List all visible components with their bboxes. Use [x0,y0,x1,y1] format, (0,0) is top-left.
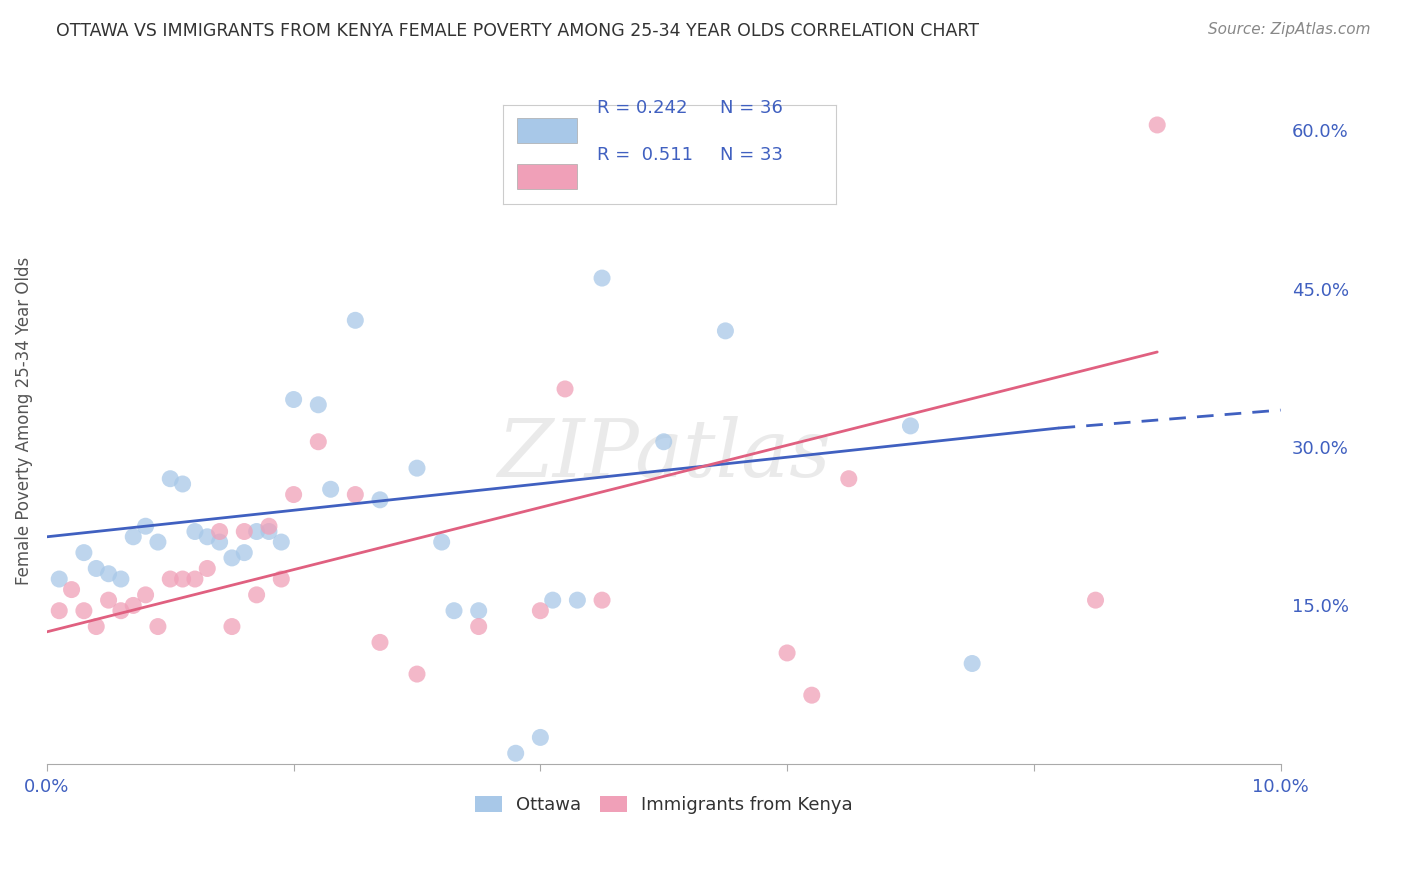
Point [195,561,218,575]
Point [246,588,269,602]
Point [567,593,589,607]
Point [48,572,70,586]
Point [406,461,429,475]
Point [307,434,329,449]
Point [221,619,243,633]
Point [505,746,527,760]
Point [122,530,145,544]
Point [838,472,860,486]
Point [368,635,391,649]
Point [208,535,231,549]
Point [270,535,292,549]
Point [344,313,367,327]
Point [1146,118,1168,132]
Point [60,582,83,597]
Y-axis label: Female Poverty Among 25-34 Year Olds: Female Poverty Among 25-34 Year Olds [15,257,32,585]
Point [97,566,120,581]
Point [135,588,157,602]
Point [233,524,256,539]
Point [184,524,207,539]
Point [221,550,243,565]
Point [529,731,551,745]
Point [135,519,157,533]
Point [257,519,280,533]
Point [283,487,305,501]
Point [319,483,342,497]
Point [84,619,107,633]
Point [443,604,465,618]
Point [73,546,96,560]
Point [195,530,218,544]
Point [652,434,675,449]
Text: ZIPatlas: ZIPatlas [496,417,831,493]
Point [554,382,576,396]
Point [159,572,181,586]
Point [541,593,564,607]
Point [529,604,551,618]
Point [307,398,329,412]
Point [172,477,194,491]
Text: Source: ZipAtlas.com: Source: ZipAtlas.com [1208,22,1371,37]
Point [122,599,145,613]
Point [246,524,269,539]
Point [146,619,169,633]
Legend: Ottawa, Immigrants from Kenya: Ottawa, Immigrants from Kenya [465,787,862,823]
Point [406,667,429,681]
Point [270,572,292,586]
Point [800,688,823,702]
Point [84,561,107,575]
Point [110,572,132,586]
Point [73,604,96,618]
Point [467,604,489,618]
Text: OTTAWA VS IMMIGRANTS FROM KENYA FEMALE POVERTY AMONG 25-34 YEAR OLDS CORRELATION: OTTAWA VS IMMIGRANTS FROM KENYA FEMALE P… [56,22,979,40]
Point [591,593,613,607]
Point [110,604,132,618]
Point [257,524,280,539]
Point [591,271,613,285]
Point [900,418,922,433]
Point [48,604,70,618]
Point [430,535,453,549]
Point [233,546,256,560]
Point [208,524,231,539]
Point [184,572,207,586]
Point [344,487,367,501]
Point [714,324,737,338]
Point [172,572,194,586]
Point [97,593,120,607]
Point [467,619,489,633]
Point [960,657,983,671]
Point [776,646,799,660]
Point [146,535,169,549]
Point [368,492,391,507]
Point [159,472,181,486]
Point [1084,593,1107,607]
Point [283,392,305,407]
